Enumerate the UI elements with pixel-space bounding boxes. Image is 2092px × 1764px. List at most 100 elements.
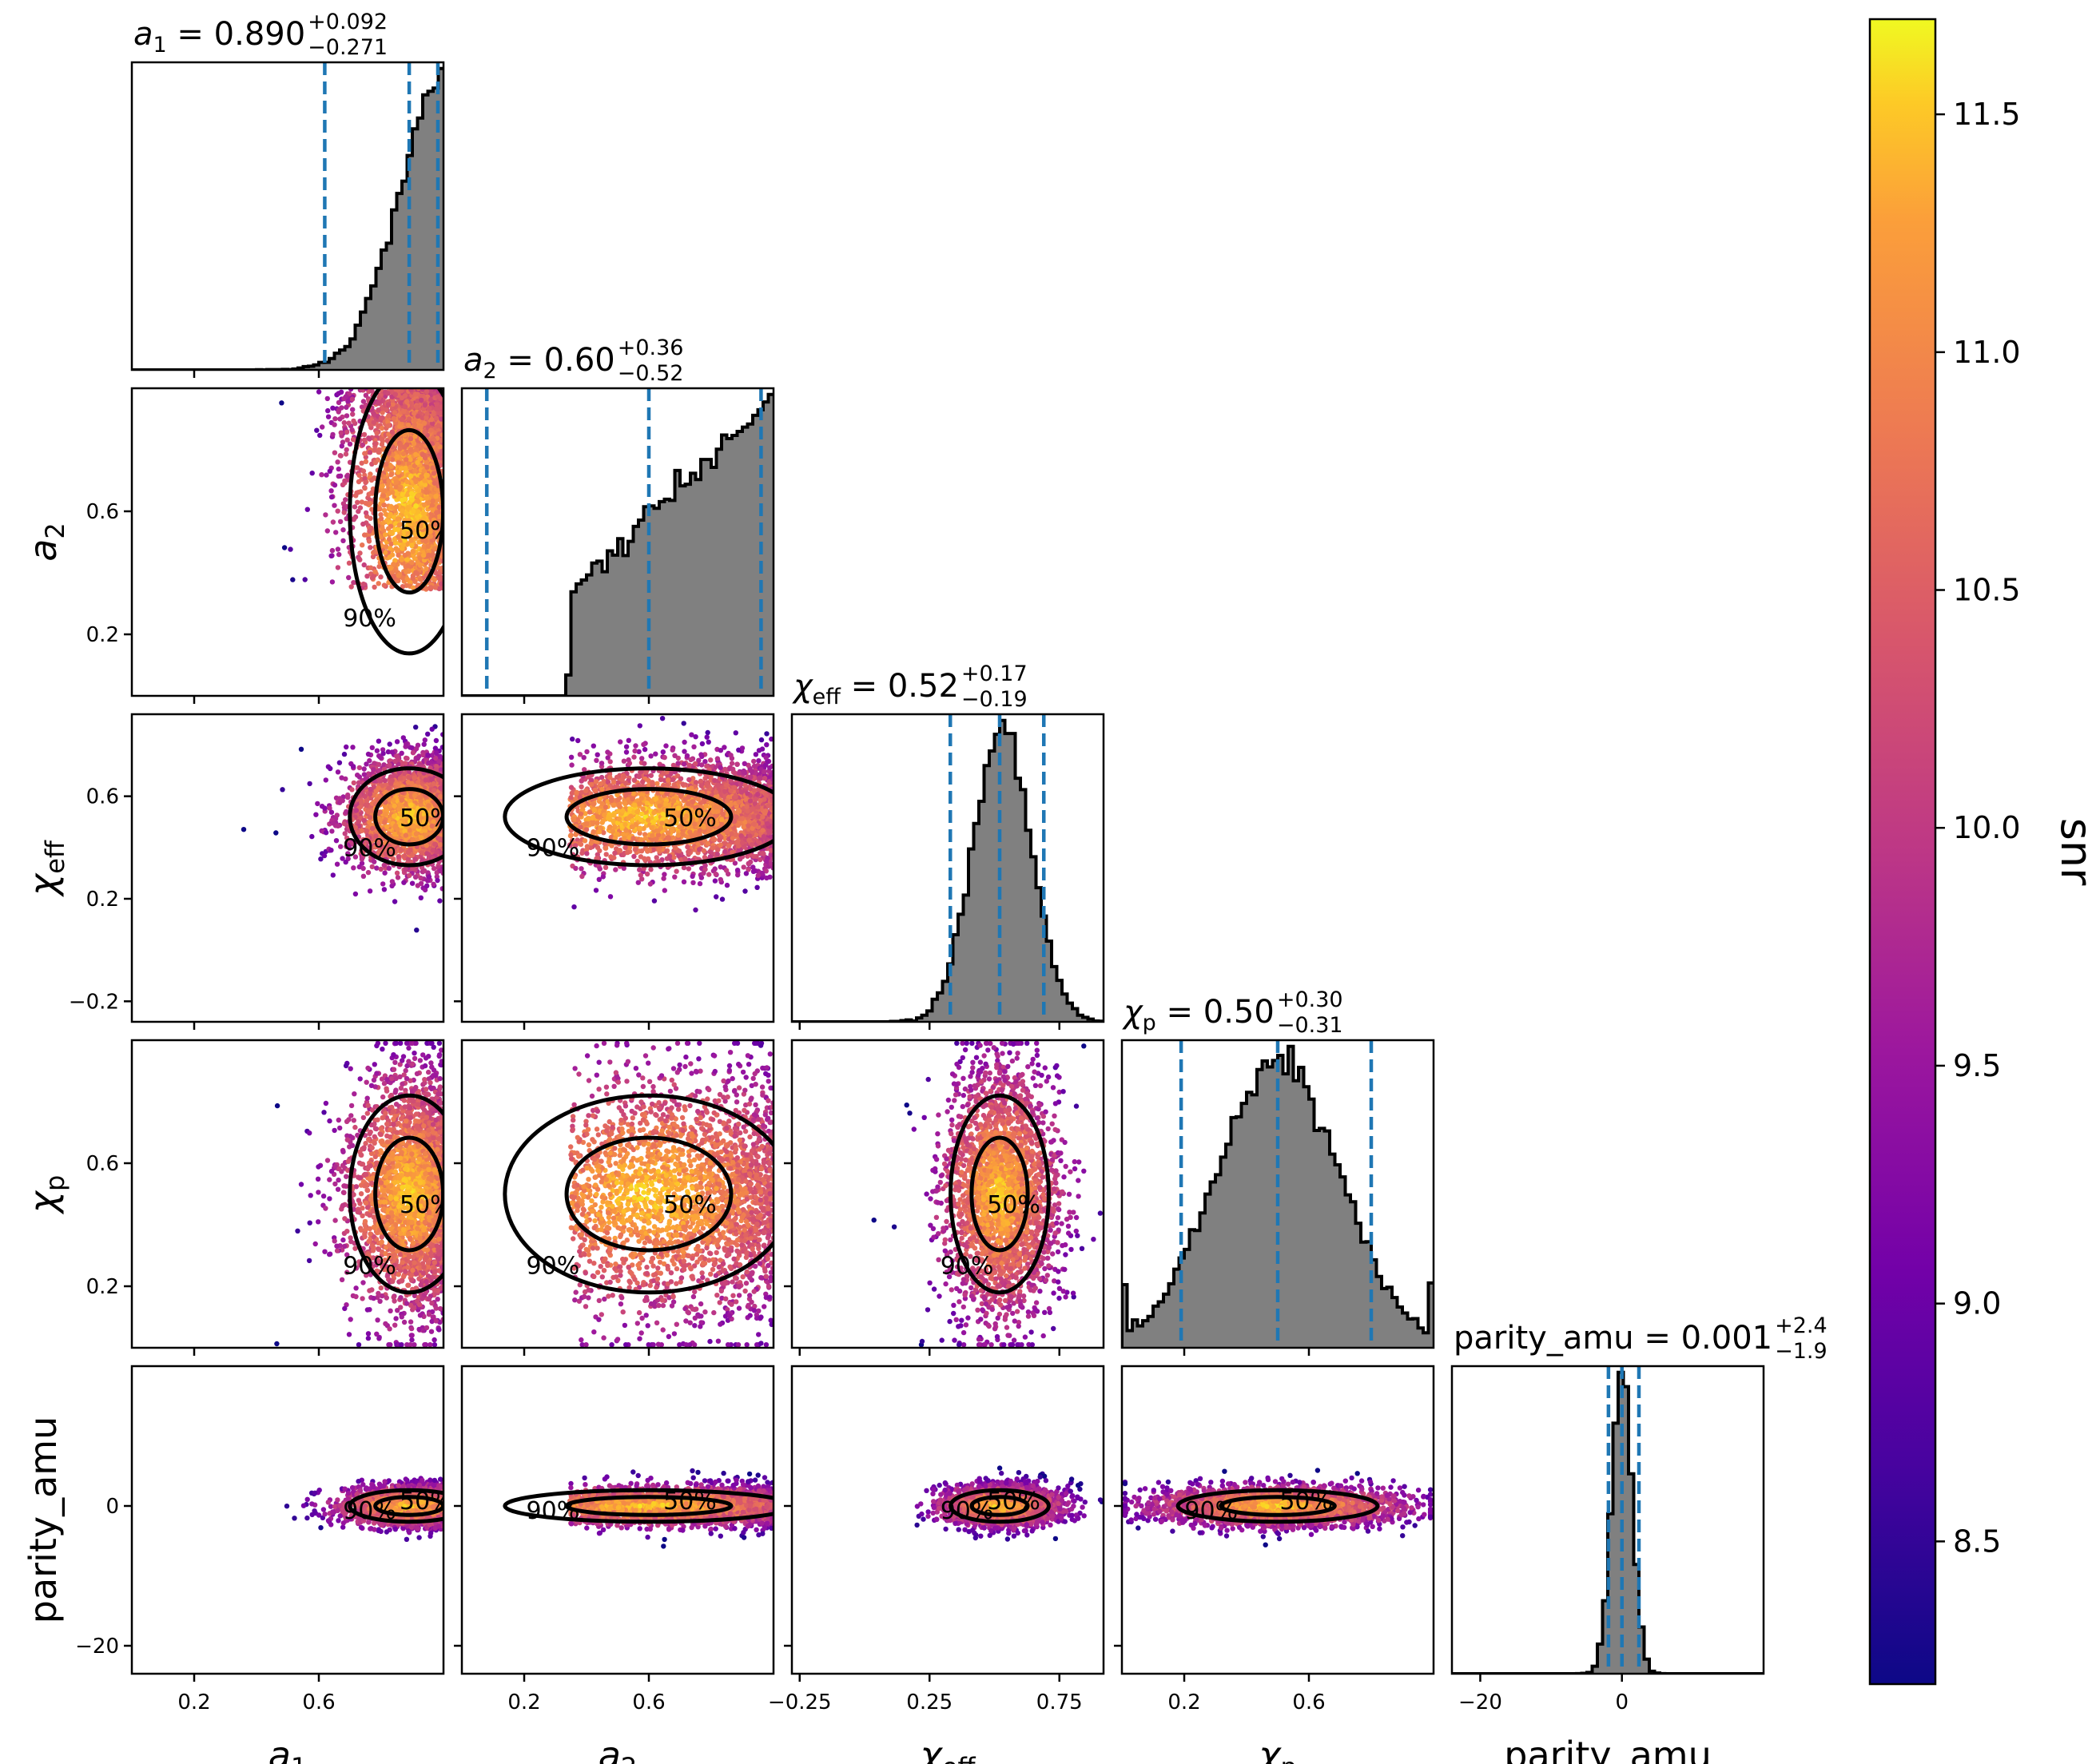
sample-point [415,459,420,466]
sample-point [380,483,385,489]
sample-point [361,431,368,438]
sample-point [356,508,361,514]
sample-point [387,741,392,747]
sample-point [376,785,381,791]
sample-point [419,397,424,403]
sample-point [413,745,420,752]
sample-point [383,488,388,494]
sample-point [325,764,332,769]
title-minus-a1: −0.271 [308,35,388,60]
sample-point [435,394,440,399]
sample-point [313,812,319,817]
sample-point [368,565,374,570]
sample-point [376,768,382,773]
sample-point [334,861,340,867]
sample-point [417,456,423,462]
sample-point [320,424,325,430]
sample-point [381,582,388,588]
sample-point [400,542,406,548]
sample-point [327,805,332,811]
sample-point [432,585,438,590]
sample-point [330,872,336,878]
sample-point [376,761,382,768]
sample-point [428,529,433,534]
sample-point [427,406,432,411]
sample-point [356,864,362,870]
sample-point [341,419,347,426]
sample-point [379,425,385,431]
sample-point [400,508,405,514]
sample-point [386,865,392,872]
sample-point [346,560,352,566]
sample-point [315,801,320,807]
sample-point [344,473,350,479]
sample-point [431,517,437,522]
sample-point [433,494,439,499]
sample-point [360,521,366,527]
sample-point [392,899,398,904]
sample-point [397,487,403,492]
sample-point [423,538,428,544]
panel-frame [460,387,775,697]
sample-point [422,402,428,408]
sample-point [388,804,394,809]
sample-point [337,416,343,422]
sample-point [360,873,367,880]
sample-point [420,415,425,420]
sample-point [349,396,356,402]
sample-point [417,424,424,430]
sample-point [424,464,430,470]
sample-point [429,420,436,427]
sample-point [388,566,393,571]
sample-point [380,524,385,530]
sample-point [424,472,430,479]
sample-point [352,824,358,831]
scatter-panel-a1-chi_eff: 90%50%−0.20.20.6 [69,713,445,1030]
sample-point [355,773,360,778]
sample-point [367,888,373,894]
sample-point [431,412,436,418]
sample-point [412,434,418,439]
title-plus-a1: +0.092 [308,10,388,34]
sample-point [344,394,349,399]
sample-point [361,772,368,777]
sample-point [362,532,368,538]
sample-point [382,532,388,538]
sample-point [424,883,430,889]
sample-point [359,460,364,466]
sample-point [411,508,416,514]
sample-point [360,468,367,474]
sample-point [413,451,419,457]
sample-point [339,775,344,781]
sample-point [317,432,323,439]
sample-point [412,874,419,880]
sample-point [406,416,412,422]
sample-point [379,436,385,443]
sample-point [410,585,416,590]
sample-point [343,451,349,457]
sample-point [408,491,415,496]
sample-point [421,468,427,474]
sample-point [426,874,432,880]
sample-point [439,437,443,443]
sample-point [335,508,340,514]
sample-point [369,490,375,495]
sample-point [403,755,409,761]
sample-point [408,464,413,471]
sample-point [396,522,403,528]
sample-point [385,749,392,755]
sample-point [316,389,322,395]
sample-point [385,402,392,407]
sample-point [393,504,400,510]
sample-point [421,420,428,426]
sample-point [381,493,387,499]
sample-point [241,827,247,832]
sample-point [404,399,410,404]
sample-point [378,866,384,872]
sample-point [408,526,414,531]
sample-point [363,459,369,464]
sample-point [416,487,422,494]
sample-point [430,499,436,504]
sample-point [330,519,336,525]
sample-point [392,803,397,808]
